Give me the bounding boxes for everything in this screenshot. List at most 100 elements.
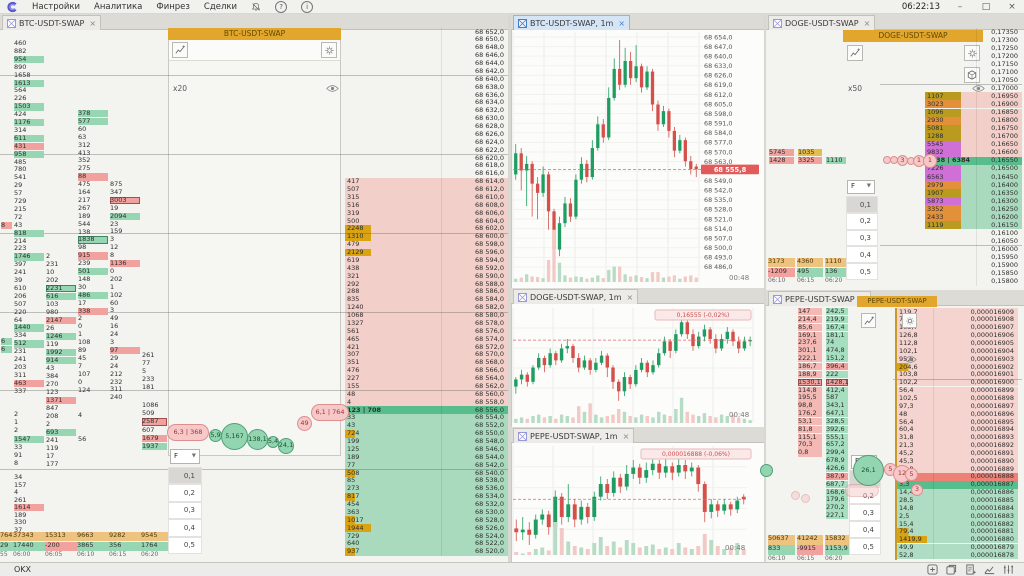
grouping-dropdown[interactable]: F▼ [170,449,200,464]
dom-volume[interactable]: 2,5 [899,512,910,520]
dom-price[interactable]: 68 622,0 [475,146,504,154]
dom-price[interactable]: 0,000016878 [970,551,1014,559]
dom-volume[interactable]: 21,3 [899,442,914,450]
dom-volume[interactable]: 465 [347,335,360,343]
dom-volume[interactable]: 15,4 [899,520,914,528]
grouping-option[interactable]: 0,3 [849,504,881,521]
dom-volume[interactable]: 619 [347,256,360,264]
dom-volume[interactable]: 817 [347,493,360,501]
dom-price[interactable]: 0,000016891 [970,449,1014,457]
dom-volume[interactable]: 1240 [347,304,364,312]
dom-price[interactable]: 0,16600 [991,149,1018,157]
notifications-muted-icon[interactable] [251,2,261,12]
dom-price[interactable]: 0,000016890 [970,457,1014,465]
dom-volume[interactable]: 56,4 [899,387,914,395]
menu-finres[interactable]: Финрез [156,1,190,12]
orders-icon[interactable] [965,564,976,575]
dom-volume[interactable]: 5873 [927,197,944,205]
panel-splitter[interactable] [764,14,766,562]
dom-volume[interactable]: 1907 [927,189,944,197]
grouping-option[interactable]: 0,4 [846,246,878,264]
dom-price[interactable]: 0,000016889 [970,465,1014,473]
visibility-icon[interactable] [904,355,917,364]
minimize-button[interactable]: – [957,1,963,12]
dom-price[interactable]: 0,16350 [991,189,1018,197]
dom-volume[interactable]: 1068 [347,312,364,320]
dom-volume[interactable]: 479 [347,241,360,249]
dom-price[interactable]: 68 526,0 [475,524,504,532]
dom-volume[interactable]: 189 [347,453,360,461]
dom-price[interactable]: 68 532,0 [475,501,504,509]
dom-price[interactable]: 68 574,0 [475,335,504,343]
dom-volume[interactable]: 421 [347,343,360,351]
dom-volume[interactable]: 85 [347,477,356,485]
dom-price[interactable]: 0,16500 [991,165,1018,173]
close-icon[interactable]: × [863,18,871,28]
dom-volume[interactable]: 2248 [347,225,364,233]
dom-volume[interactable]: 31,8 [899,434,914,442]
dom-price[interactable]: 0,17300 [991,36,1018,44]
dom-volume[interactable]: 125 [347,445,360,453]
pepe-candlestick-chart[interactable]: 0,000016888 (-0,06%) 00:48 [511,443,764,562]
dom-volume[interactable]: 9832 [927,149,944,157]
dom-volume[interactable]: 1096 [927,109,944,117]
dom-price[interactable]: 0,000016888 [970,473,1014,481]
dom-volume[interactable]: 6563 [927,173,944,181]
dom-price[interactable]: 0,16650 [991,141,1018,149]
dom-volume[interactable]: 48 [899,410,908,418]
close-button[interactable]: × [1008,1,1016,12]
duplicate-window-icon[interactable] [946,564,957,575]
dom-price[interactable]: 0,16150 [991,221,1018,229]
dom-price[interactable]: 0,17250 [991,44,1018,52]
dom-price[interactable]: 68 560,0 [475,390,504,398]
dom-volume[interactable]: 292 [347,280,360,288]
dom-price[interactable]: 68 530,0 [475,508,504,516]
grouping-option[interactable]: 0,2 [168,484,202,502]
dom-volume[interactable]: 33 [347,414,356,422]
menu-settings[interactable]: Настройки [32,1,81,12]
dom-volume[interactable]: 2433 [927,213,944,221]
dom-price[interactable]: 68 562,0 [475,382,504,390]
close-icon[interactable]: × [626,292,634,302]
dom-volume[interactable]: 227 [347,375,360,383]
dom-price[interactable]: 68 576,0 [475,327,504,335]
dom-price[interactable]: 68 620,0 [475,154,504,162]
dom-price[interactable]: 68 544,0 [475,453,504,461]
dom-price[interactable]: 0,17200 [991,52,1018,60]
close-icon[interactable]: × [622,431,630,441]
grouping-option[interactable]: 0,4 [168,519,202,537]
dom-price[interactable]: 68 630,0 [475,115,504,123]
dom-volume[interactable]: 43 [347,422,356,430]
dom-price[interactable]: 0,000016901 [970,371,1014,379]
dom-price[interactable]: 0,000016882 [970,520,1014,528]
pepe-window-title[interactable]: PEPE-USDT-SWAP [857,296,937,307]
doge-candlestick-chart[interactable]: 0,16555 (-0,02%) 00:48 [511,304,764,427]
dom-price[interactable]: 68 652,0 [475,28,504,36]
dom-price[interactable]: 0,17350 [991,28,1018,36]
dom-price[interactable]: 68 614,0 [475,178,504,186]
dom-volume[interactable]: 507 [347,186,360,194]
dom-volume[interactable]: 1310 [347,233,364,241]
info-icon[interactable]: i [301,0,314,13]
dom-price[interactable]: 0,000016879 [970,544,1014,552]
dom-volume[interactable]: 561 [347,327,360,335]
dom-price[interactable]: 68 542,0 [475,461,504,469]
dom-price[interactable]: 68 636,0 [475,91,504,99]
dom-price[interactable]: 68 570,0 [475,351,504,359]
dom-price[interactable]: 68 572,0 [475,343,504,351]
panel-splitter[interactable] [508,14,511,562]
menu-trades[interactable]: Сделки [203,1,238,12]
dom-price[interactable]: 0,17050 [991,76,1018,84]
dom-price[interactable]: 0,15850 [991,270,1018,278]
dom-price[interactable]: 68 602,0 [475,225,504,233]
dom-volume[interactable]: 640 [347,540,360,548]
dom-price[interactable]: 68 646,0 [475,52,504,60]
dom-volume[interactable]: 155 [347,382,360,390]
tab-pepe-dom[interactable]: PEPE-USDT-SWAP× [768,291,872,306]
grouping-option[interactable]: 0,5 [846,263,878,280]
dom-price[interactable]: 68 520,0 [475,548,504,556]
dom-price[interactable]: 68 564,0 [475,375,504,383]
dom-price[interactable]: 68 568,0 [475,359,504,367]
dom-price[interactable]: 68 612,0 [475,186,504,194]
dom-price[interactable]: 0,000016883 [970,512,1014,520]
